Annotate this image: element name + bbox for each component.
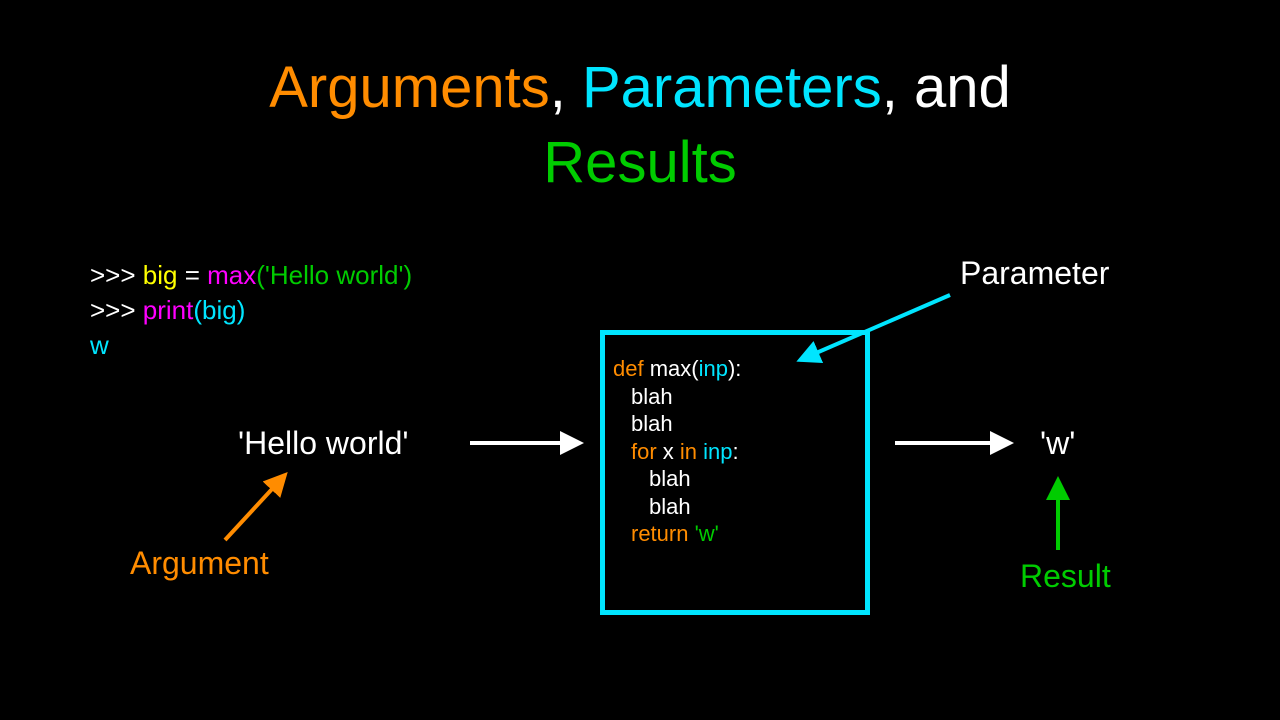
arrow-result-to-w	[0, 0, 1280, 720]
